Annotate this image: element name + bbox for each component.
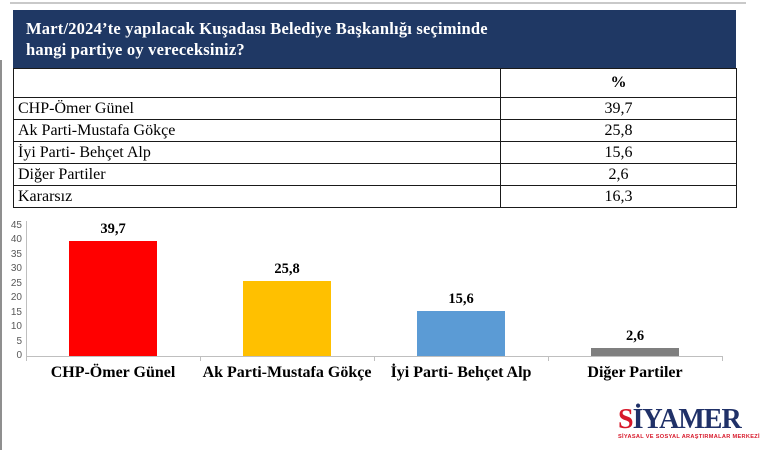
y-axis-tick-label: 20 (10, 292, 22, 304)
bar-3 (417, 311, 505, 356)
bar-chart: 0 5 10 15 20 25 30 35 40 45 39,7 CHP-Ömer Günel 25,8… (0, 215, 760, 415)
y-axis-tick-label: 40 (10, 234, 22, 246)
percent-cell: 16,3 (500, 185, 737, 208)
category-label: İyi Parti- Behçet Alp (390, 364, 532, 381)
party-column-header (13, 68, 501, 98)
table-body: CHP-Ömer Günel 39,7 Ak Parti-Mustafa Gökçe… (13, 97, 737, 208)
x-axis-tick (722, 356, 723, 361)
y-axis-tick-label: 25 (10, 277, 22, 289)
percent-cell: 25,8 (500, 119, 737, 142)
y-axis-tick-label: 15 (10, 306, 22, 318)
party-cell: Kararsız (13, 185, 501, 208)
table-row: Diğer Partiler 2,6 (13, 163, 737, 186)
x-axis-tick (200, 356, 201, 361)
bar-value-label: 2,6 (625, 328, 645, 344)
y-axis-line (26, 221, 27, 357)
bar-4 (591, 348, 679, 356)
table-row: CHP-Ömer Günel 39,7 (13, 97, 737, 120)
question-header: Mart/2024’te yapılacak Kuşadası Belediye… (13, 10, 736, 68)
logo-letters-rest: İYAMER (632, 404, 742, 435)
y-axis-tick-label: 0 (16, 350, 22, 361)
table-header-row: % (13, 68, 737, 98)
bar-1 (69, 241, 157, 356)
left-border-line (0, 60, 2, 450)
table-row: İyi Parti- Behçet Alp 15,6 (13, 141, 737, 164)
percent-column-header: % (500, 68, 737, 98)
category-label: CHP-Ömer Günel (50, 364, 176, 381)
x-axis-tick (374, 356, 375, 361)
results-table: % CHP-Ömer Günel 39,7 Ak Parti-Mustafa Gök… (13, 68, 737, 208)
logo-wordmark: SİYAMER (618, 406, 746, 434)
bar-value-label: 15,6 (448, 291, 474, 307)
y-axis-tick-label: 5 (16, 335, 22, 347)
table-row: Ak Parti-Mustafa Gökçe 25,8 (13, 119, 737, 142)
party-cell: İyi Parti- Behçet Alp (13, 141, 501, 164)
y-axis-tick-label: 45 (10, 220, 22, 231)
party-cell: Ak Parti-Mustafa Gökçe (13, 119, 501, 142)
party-cell: CHP-Ömer Günel (13, 97, 501, 120)
percent-cell: 15,6 (500, 141, 737, 164)
y-axis-tick-label: 30 (10, 263, 22, 275)
x-axis-tick (548, 356, 549, 361)
y-axis-tick-label: 10 (10, 321, 22, 333)
bar-value-label: 25,8 (274, 261, 300, 277)
logo-tagline: SİYASAL VE SOSYAL ARAŞTIRMALAR MERKEZİ (618, 434, 760, 440)
logo-letter-s: S (618, 404, 634, 435)
y-axis-tick-label: 35 (10, 248, 22, 260)
party-cell: Diğer Partiler (13, 163, 501, 186)
percent-cell: 39,7 (500, 97, 737, 120)
bar-value-label: 39,7 (100, 221, 126, 237)
x-axis-tick (26, 356, 27, 361)
bar-2 (243, 281, 331, 356)
siyamer-logo: SİYAMER SİYASAL VE SOSYAL ARAŞTIRMALAR M… (618, 406, 760, 441)
table-row: Kararsız 16,3 (13, 185, 737, 208)
question-line-1: Mart/2024’te yapılacak Kuşadası Belediye… (26, 19, 488, 38)
question-line-2: hangi partiye oy vereceksiniz? (26, 40, 245, 59)
category-label: Diğer Partiler (587, 364, 683, 381)
category-label: Ak Parti-Mustafa Gökçe (202, 364, 372, 381)
percent-cell: 2,6 (500, 163, 737, 186)
top-border-line (10, 2, 746, 4)
